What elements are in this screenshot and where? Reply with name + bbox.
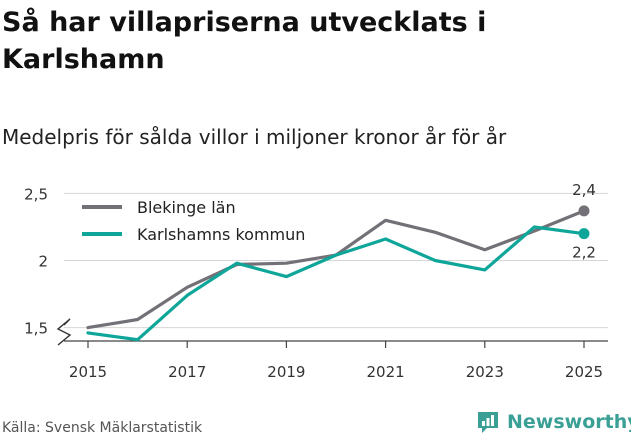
x-tick-label: 2019	[267, 363, 305, 381]
series-end-marker	[578, 205, 590, 217]
newsworthy-icon	[478, 412, 498, 433]
brand-name: Newsworthy	[507, 411, 631, 433]
legend-label: Karlshamns kommun	[137, 225, 305, 244]
legend-label: Blekinge län	[137, 198, 236, 217]
end-value-label: 2,2	[572, 244, 596, 262]
y-axis: 1,5 2 2,5	[24, 185, 48, 337]
end-labels: 2,4 2,2	[572, 181, 596, 262]
x-axis: 2015 2017 2019 2021 2023 2025	[56, 318, 608, 381]
grid-lines	[64, 192, 608, 329]
source-note: Källa: Svensk Mäklarstatistik	[2, 420, 203, 436]
y-tick-label: 2,5	[24, 185, 48, 203]
y-tick-label: 1,5	[24, 320, 48, 338]
x-tick-label: 2017	[168, 363, 206, 381]
x-tick-label: 2021	[367, 363, 405, 381]
series-line-2	[86, 225, 586, 342]
axis-break-icon	[56, 318, 72, 346]
end-value-label: 2,4	[572, 181, 596, 199]
chart-subtitle: Medelpris för sålda villor i miljoner kr…	[2, 125, 507, 149]
x-tick-label: 2023	[466, 363, 504, 381]
line-chart: 2015 2017 2019 2021 2023 2025 1,5 2 2,5 Bleking…	[24, 181, 608, 381]
series-end-marker	[578, 228, 590, 240]
x-tick-label: 2015	[69, 363, 107, 381]
legend: Blekinge län Karlshamns kommun	[82, 198, 305, 244]
brand-logo: Newsworthy	[475, 407, 631, 437]
chart-title: Så har villapriserna utvecklats i Karlsh…	[2, 7, 487, 75]
series-lines	[86, 205, 590, 342]
y-tick-label: 2	[38, 253, 48, 271]
x-tick-label: 2025	[565, 363, 603, 381]
